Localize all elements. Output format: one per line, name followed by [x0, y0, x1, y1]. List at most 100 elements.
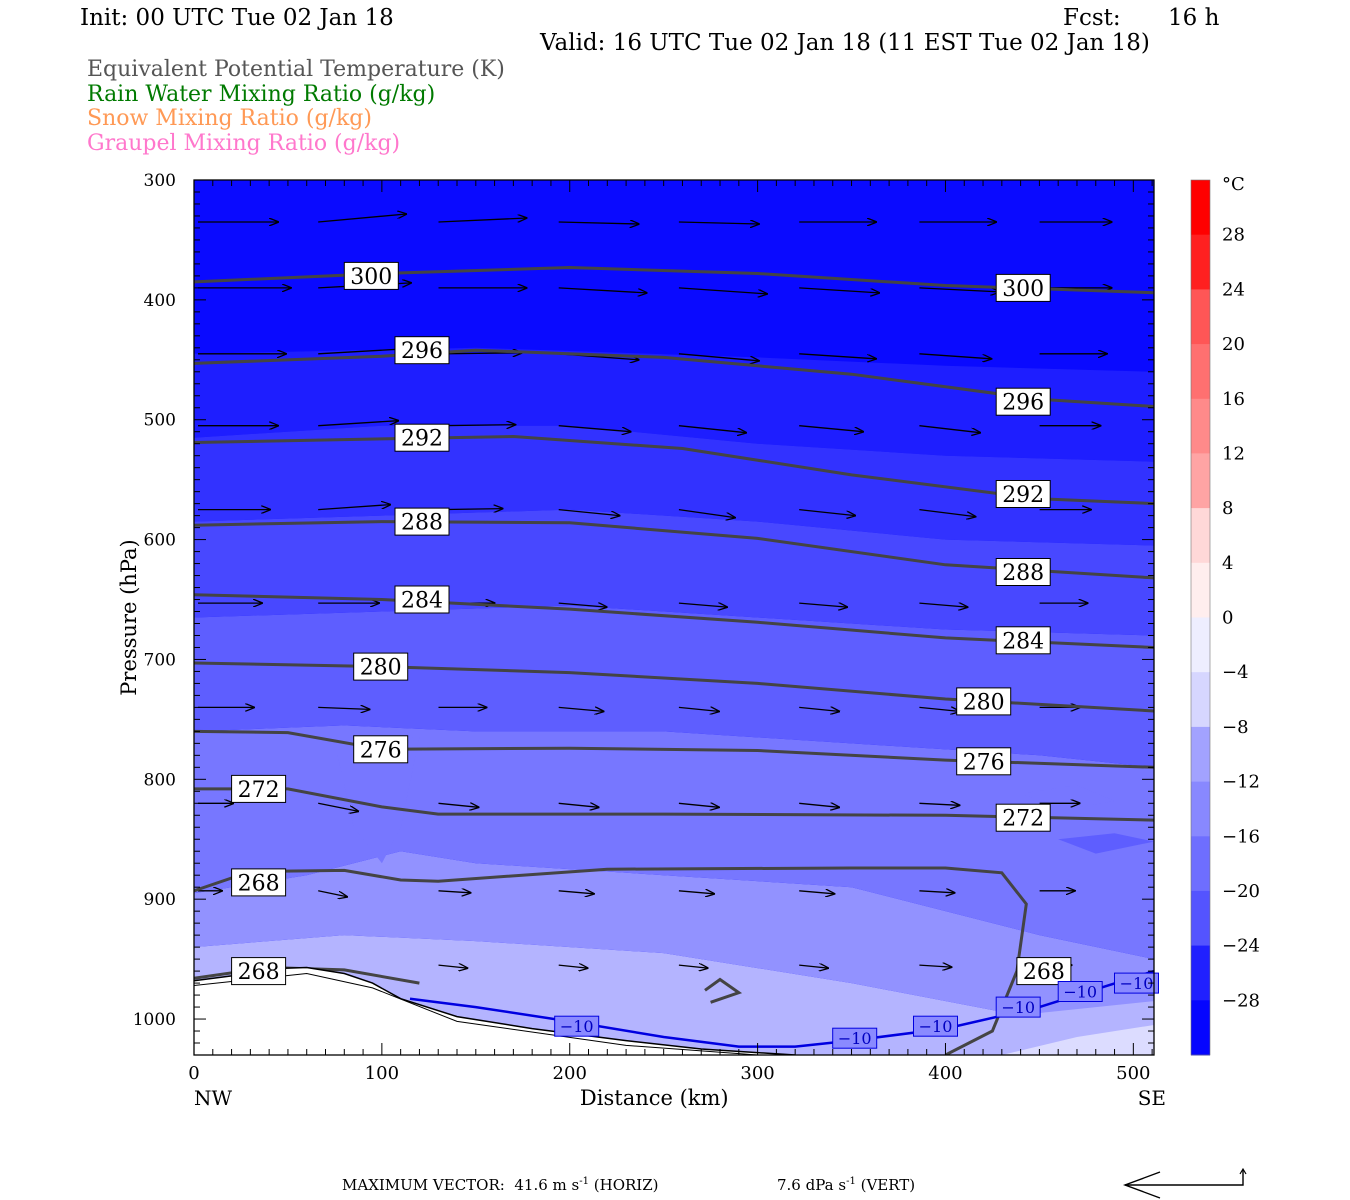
wind-vector: [678, 603, 727, 607]
y-tick-label: 1000: [133, 1010, 176, 1030]
colorbar-box: [1191, 562, 1210, 618]
wind-vector: [919, 803, 959, 805]
wind-vector: [438, 803, 479, 807]
temp-patch-850: [1058, 833, 1154, 854]
wind-vector: [438, 353, 522, 354]
label-box: [1016, 957, 1072, 986]
label-box: [394, 336, 450, 365]
isotherm-label-box: [1114, 972, 1159, 994]
colorbar-label: 12: [1222, 443, 1245, 464]
forecast-hour: 16 h: [1168, 5, 1220, 31]
theta-e-label-296: 296: [995, 387, 1051, 416]
label-box: [353, 652, 409, 681]
theta-e-label-268: 268: [1016, 957, 1072, 986]
wind-vector: [678, 965, 708, 968]
theta-e-contour-272: [194, 787, 1154, 822]
wind-vector: [558, 707, 604, 711]
wind-vector: [558, 287, 647, 293]
colorbar-box: [1191, 180, 1210, 236]
wind-vector: [799, 353, 876, 359]
theta-e-label-292: 292: [394, 423, 450, 452]
label-box: [995, 480, 1051, 508]
isotherm-label-box: [554, 1015, 600, 1037]
theta-e-label-text: 300: [350, 265, 392, 290]
theta-e-label-text: 280: [963, 690, 1005, 715]
field-legend-graupel: Graupel Mixing Ratio (g/kg): [87, 131, 401, 156]
y-tick-label: 600: [144, 531, 176, 551]
colorbar-unit: °C: [1222, 174, 1245, 195]
wind-vector: [318, 802, 358, 811]
wind-vector: [558, 222, 639, 224]
isotherm-label-text: −10: [838, 1029, 872, 1048]
theta-e-label-276: 276: [353, 735, 409, 764]
label-box: [995, 803, 1051, 832]
label-box: [995, 387, 1051, 416]
wind-vector: [799, 891, 834, 894]
isotherm-label: −10: [554, 1015, 600, 1037]
colorbar-label: −16: [1222, 826, 1260, 847]
isotherm-label-text: −10: [1001, 998, 1035, 1017]
colorbar-box: [1191, 945, 1210, 1001]
colorbar-box: [1191, 781, 1210, 837]
theta-e-label-280: 280: [353, 652, 409, 681]
horiz-exponent: -1: [579, 1176, 589, 1187]
theta-e-label-268: 268: [231, 957, 287, 986]
wind-vector: [678, 353, 759, 361]
colorbar-box: [1191, 398, 1210, 454]
temp-band-1: [194, 347, 1154, 462]
label-box: [231, 957, 287, 986]
valid-time: Valid: 16 UTC Tue 02 Jan 18 (11 EST Tue …: [540, 30, 1150, 56]
theta-e-contour-288: [194, 520, 1154, 580]
wind-vector: [318, 421, 398, 427]
wind-vector: [799, 508, 855, 516]
theta-e-label-text: 268: [238, 960, 280, 985]
isotherm-label: −10: [832, 1027, 878, 1049]
label-box: [231, 774, 287, 803]
x-tick-label: 300: [740, 1063, 774, 1084]
theta-e-label-text: 268: [238, 871, 280, 896]
theta-e-label-text: 284: [401, 589, 443, 614]
wind-vector: [799, 707, 839, 711]
temp-patch-se-surface: [1001, 1025, 1154, 1055]
colorbar-label: −20: [1222, 881, 1260, 902]
wind-vector: [318, 890, 347, 897]
temp-band-2: [194, 425, 1154, 546]
wind-vector: [678, 891, 714, 894]
theta-e-label-text: 296: [1002, 391, 1044, 416]
isotherm-label: −10: [1057, 981, 1103, 1002]
wind-vector: [558, 965, 588, 968]
colorbar-label: 16: [1222, 389, 1245, 410]
isotherm-label-text: −10: [560, 1017, 594, 1036]
y-tick-label: 800: [144, 770, 176, 790]
theta-e-label-296: 296: [394, 336, 450, 365]
max-vector-horiz: MAXIMUM VECTOR: 41.6 m s-1 (HORIZ): [342, 1176, 659, 1194]
wind-vector: [919, 707, 959, 711]
colorbar-box: [1191, 234, 1210, 290]
label-box: [995, 626, 1051, 655]
wind-vector: [558, 603, 607, 607]
wind-vector: [919, 508, 975, 517]
max-vector-prefix: MAXIMUM VECTOR:: [342, 1176, 505, 1194]
colorbar-box: [1191, 672, 1210, 728]
temp-patch-nw: [334, 737, 420, 864]
isotherm-label-box: [1057, 981, 1103, 1002]
wind-vector: [919, 287, 999, 292]
colorbar-label: −8: [1222, 717, 1249, 738]
theta-e-label-292: 292: [995, 480, 1051, 508]
ref-arrow-head: [1122, 1171, 1161, 1199]
x-left-direction: NW: [194, 1086, 233, 1110]
label-box: [231, 868, 287, 897]
theta-e-label-text: 284: [1002, 629, 1044, 654]
theta-e-label-300: 300: [995, 273, 1051, 302]
colorbar-label: 8: [1222, 498, 1233, 519]
colorbar-label: −24: [1222, 936, 1260, 957]
terrain-fill: [194, 967, 796, 1055]
terrain-outline-inner: [194, 972, 758, 1055]
vert-value: 7.6 dPa s: [777, 1176, 847, 1194]
temp-patch-se-low: [757, 1001, 1154, 1055]
colorbar-label: 20: [1222, 334, 1245, 355]
colorbar-label: −4: [1222, 662, 1249, 683]
theta-e-label-text: 292: [401, 427, 443, 452]
temp-band-6: [194, 851, 1154, 1031]
colorbar-label: 24: [1222, 279, 1245, 300]
